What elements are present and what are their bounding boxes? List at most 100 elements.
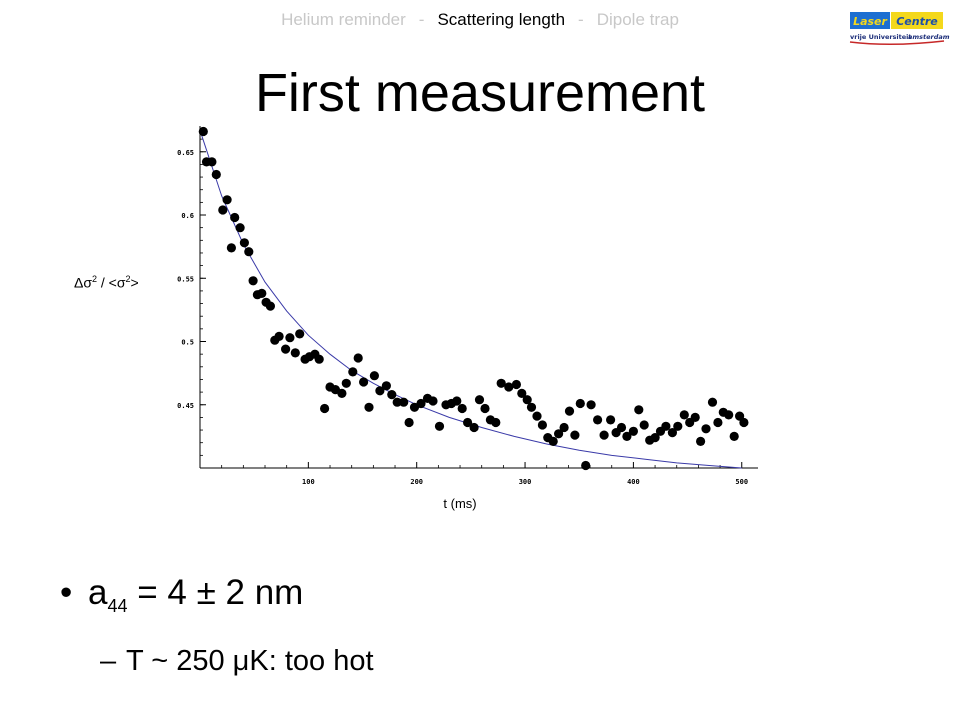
data-point xyxy=(474,395,485,405)
slide-title: First measurement xyxy=(254,63,706,123)
data-point xyxy=(701,424,711,434)
data-point xyxy=(628,426,638,436)
y-tick-label: 0.65 xyxy=(177,149,194,157)
data-point xyxy=(207,157,217,167)
data-point xyxy=(548,436,558,446)
data-point xyxy=(707,397,718,407)
data-point xyxy=(673,421,683,431)
data-point xyxy=(348,367,358,377)
data-point xyxy=(404,417,414,428)
data-point xyxy=(559,422,569,433)
data-point xyxy=(198,126,208,137)
x-tick-label: 100 xyxy=(302,478,315,486)
data-point xyxy=(320,403,330,414)
data-point xyxy=(522,395,532,405)
nav-helium-reminder[interactable]: Helium reminder xyxy=(281,10,406,29)
x-axis-label: t (ms) xyxy=(443,496,477,511)
data-point xyxy=(667,428,677,438)
nav-separator: - xyxy=(418,10,425,29)
bullet-scattering-length: • a44 = 4 ± 2 nm xyxy=(60,570,860,629)
data-point xyxy=(295,329,305,339)
data-point xyxy=(457,403,467,414)
data-point xyxy=(606,415,616,425)
bullet-subscript: 44 xyxy=(107,596,128,616)
data-point xyxy=(387,390,397,400)
y-tick-label: 0.6 xyxy=(181,212,194,220)
bullet-value: = 4 ± 2 nm xyxy=(127,573,304,612)
data-point xyxy=(639,420,649,430)
nav-separator: - xyxy=(578,10,584,29)
data-point xyxy=(211,169,221,180)
data-point xyxy=(290,348,300,358)
data-point xyxy=(491,417,501,428)
logo-subtext-vu: vrije Universiteit xyxy=(850,33,912,41)
data-point xyxy=(616,422,627,433)
y-tick-label: 0.55 xyxy=(177,275,194,283)
sub-bullet-text: T ~ 250 μK: too hot xyxy=(126,645,374,677)
data-point xyxy=(230,212,240,223)
data-point xyxy=(586,400,596,410)
nav-scattering-length[interactable]: Scattering length xyxy=(437,10,566,29)
data-point xyxy=(532,411,542,421)
data-point xyxy=(739,417,749,428)
x-tick-label: 500 xyxy=(735,478,748,486)
data-point xyxy=(359,377,369,387)
data-point xyxy=(337,388,347,398)
data-point xyxy=(353,353,363,363)
section-nav: Helium reminder - Scattering length - Dipole… xyxy=(0,10,960,30)
data-point xyxy=(696,436,706,446)
data-point xyxy=(434,421,445,431)
data-point xyxy=(364,402,374,412)
data-point xyxy=(274,331,284,341)
data-point xyxy=(661,421,671,431)
data-point xyxy=(239,238,249,248)
data-point xyxy=(218,205,228,215)
data-point xyxy=(341,378,351,388)
data-point xyxy=(248,276,258,286)
data-point xyxy=(381,381,391,391)
logo-subtext-amsterdam: amsterdam xyxy=(908,33,950,41)
data-point xyxy=(679,410,689,420)
data-point xyxy=(570,430,580,440)
data-point xyxy=(593,415,603,425)
data-point xyxy=(469,422,479,433)
data-point xyxy=(564,406,575,416)
data-point xyxy=(369,371,379,381)
data-point xyxy=(428,396,438,406)
data-point xyxy=(480,403,490,414)
data-point xyxy=(399,397,409,407)
logo-laser-box xyxy=(850,12,890,29)
data-point xyxy=(375,386,385,396)
data-point xyxy=(265,301,275,311)
logo-word-laser: Laser xyxy=(853,15,887,28)
x-tick-label: 200 xyxy=(410,478,423,486)
data-point xyxy=(690,412,700,422)
bullet-list: • a44 = 4 ± 2 nm – T ~ 250 μK: too hot xyxy=(60,570,860,681)
laser-centre-logo: Laser Centre vrije Universiteit amsterda… xyxy=(849,12,950,45)
data-point xyxy=(634,405,644,415)
data-point xyxy=(226,243,236,253)
data-point xyxy=(257,288,267,298)
data-point xyxy=(285,333,295,343)
data-point xyxy=(281,344,291,354)
data-point xyxy=(526,402,537,412)
data-point xyxy=(504,382,514,392)
data-point xyxy=(575,398,585,409)
x-tick-label: 300 xyxy=(519,478,532,486)
data-point xyxy=(729,431,739,441)
logo-centre-box xyxy=(891,12,943,29)
data-point xyxy=(222,195,232,205)
logo-swoosh xyxy=(849,40,945,45)
data-point xyxy=(622,431,632,441)
y-axis-label: Δσ2 / <σ2> xyxy=(74,274,139,291)
data-point xyxy=(496,378,506,388)
nav-dipole-trap[interactable]: Dipole trap xyxy=(596,10,679,29)
data-point xyxy=(235,223,245,233)
data-point xyxy=(724,410,734,420)
y-tick-label: 0.5 xyxy=(181,339,194,347)
data-point xyxy=(554,429,564,439)
x-tick-label: 400 xyxy=(627,478,640,486)
decay-chart: 100 200 300 400 500 0.45 0.5 0.55 0.6 0.65 xyxy=(177,126,758,486)
sub-bullet-temperature: – T ~ 250 μK: too hot xyxy=(60,641,860,681)
data-point xyxy=(650,433,660,443)
